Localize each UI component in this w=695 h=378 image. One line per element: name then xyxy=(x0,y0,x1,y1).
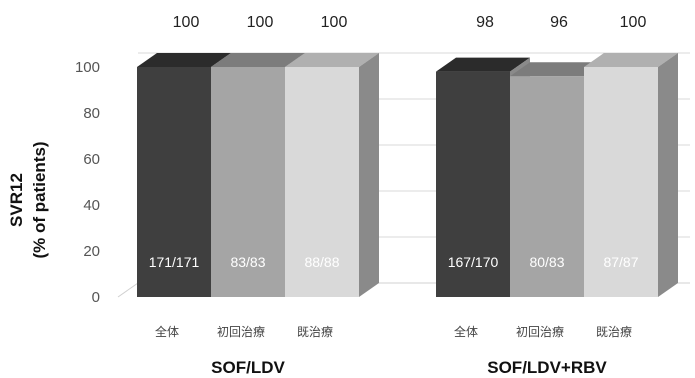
bar-top-face xyxy=(137,53,231,67)
x-tick-label: 全体 xyxy=(155,324,179,339)
x-tick-label: 初回治療 xyxy=(217,325,265,339)
bar-side-face xyxy=(658,53,678,297)
bar-value-label: 96 xyxy=(550,14,568,31)
bar-count-label: 171/171 xyxy=(149,254,200,270)
bar xyxy=(584,67,658,297)
y-tick-label: 20 xyxy=(83,243,100,260)
bar-top-face xyxy=(285,53,379,67)
y-axis-title-line1: SVR12 xyxy=(7,173,26,227)
x-tick-label: 既治療 xyxy=(596,325,632,339)
x-tick-label: 既治療 xyxy=(297,325,333,339)
bar-count-label: 83/83 xyxy=(230,254,265,270)
y-tick-label: 60 xyxy=(83,151,100,168)
bar xyxy=(510,76,584,297)
y-tick-label: 0 xyxy=(92,289,100,306)
bar-count-label: 87/87 xyxy=(603,254,638,270)
bar-value-label: 100 xyxy=(247,14,274,31)
x-tick-label: 初回治療 xyxy=(516,325,564,339)
bar xyxy=(285,67,359,297)
labels: 100 171/171 全体 100 83/83 初回治療 100 88/88 既治療 SOF/L… xyxy=(149,14,647,377)
bar-top-face xyxy=(584,53,678,67)
bar-value-label: 100 xyxy=(620,14,647,31)
bar-value-label: 100 xyxy=(321,14,348,31)
bar-top-face xyxy=(211,53,305,67)
bar xyxy=(211,67,285,297)
y-axis-ticks: 0 20 40 60 80 100 xyxy=(75,59,100,306)
bar xyxy=(137,67,211,297)
bar-count-label: 167/170 xyxy=(448,254,499,270)
bar-side-face xyxy=(359,53,379,297)
floor-edge xyxy=(117,282,139,298)
bar-value-label: 98 xyxy=(476,14,494,31)
y-tick-label: 80 xyxy=(83,105,100,122)
bar-top-face xyxy=(436,57,530,72)
y-axis-title-line2: (% of patients) xyxy=(30,141,49,258)
bar-count-label: 80/83 xyxy=(529,254,564,270)
bar-count-label: 88/88 xyxy=(304,254,339,270)
y-tick-label: 40 xyxy=(83,197,100,214)
x-tick-label: 全体 xyxy=(454,324,478,339)
bar xyxy=(436,71,510,297)
bar-top-face xyxy=(510,62,604,77)
y-tick-label: 100 xyxy=(75,59,100,76)
bars xyxy=(137,53,678,298)
bar-value-label: 100 xyxy=(173,14,200,31)
group-label: SOF/LDV xyxy=(211,358,285,377)
group-label: SOF/LDV+RBV xyxy=(487,358,607,377)
